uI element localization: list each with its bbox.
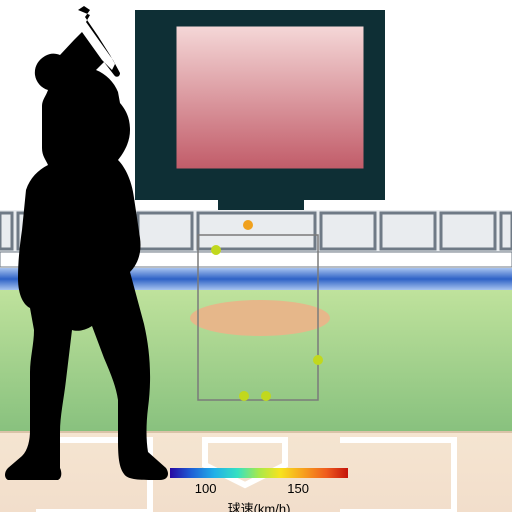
colorbar-tick-label: 150: [287, 481, 309, 496]
colorbar-tick-label: 100: [195, 481, 217, 496]
pitch-marker: [239, 391, 249, 401]
pitch-marker: [211, 245, 221, 255]
pitch-marker: [261, 391, 271, 401]
colorbar: [170, 468, 348, 478]
skybox: [138, 213, 192, 249]
scoreboard-screen: [175, 25, 365, 170]
pitch-marker: [313, 355, 323, 365]
pitchers-mound: [190, 300, 330, 336]
skybox: [501, 213, 512, 249]
pitch-marker: [243, 220, 253, 230]
skybox: [441, 213, 495, 249]
skybox: [0, 213, 12, 249]
colorbar-label: 球速(km/h): [228, 502, 291, 512]
pitch-location-diagram: 100 150 球速(km/h): [0, 0, 512, 512]
skybox: [321, 213, 375, 249]
skybox: [198, 213, 315, 249]
skybox: [381, 213, 435, 249]
